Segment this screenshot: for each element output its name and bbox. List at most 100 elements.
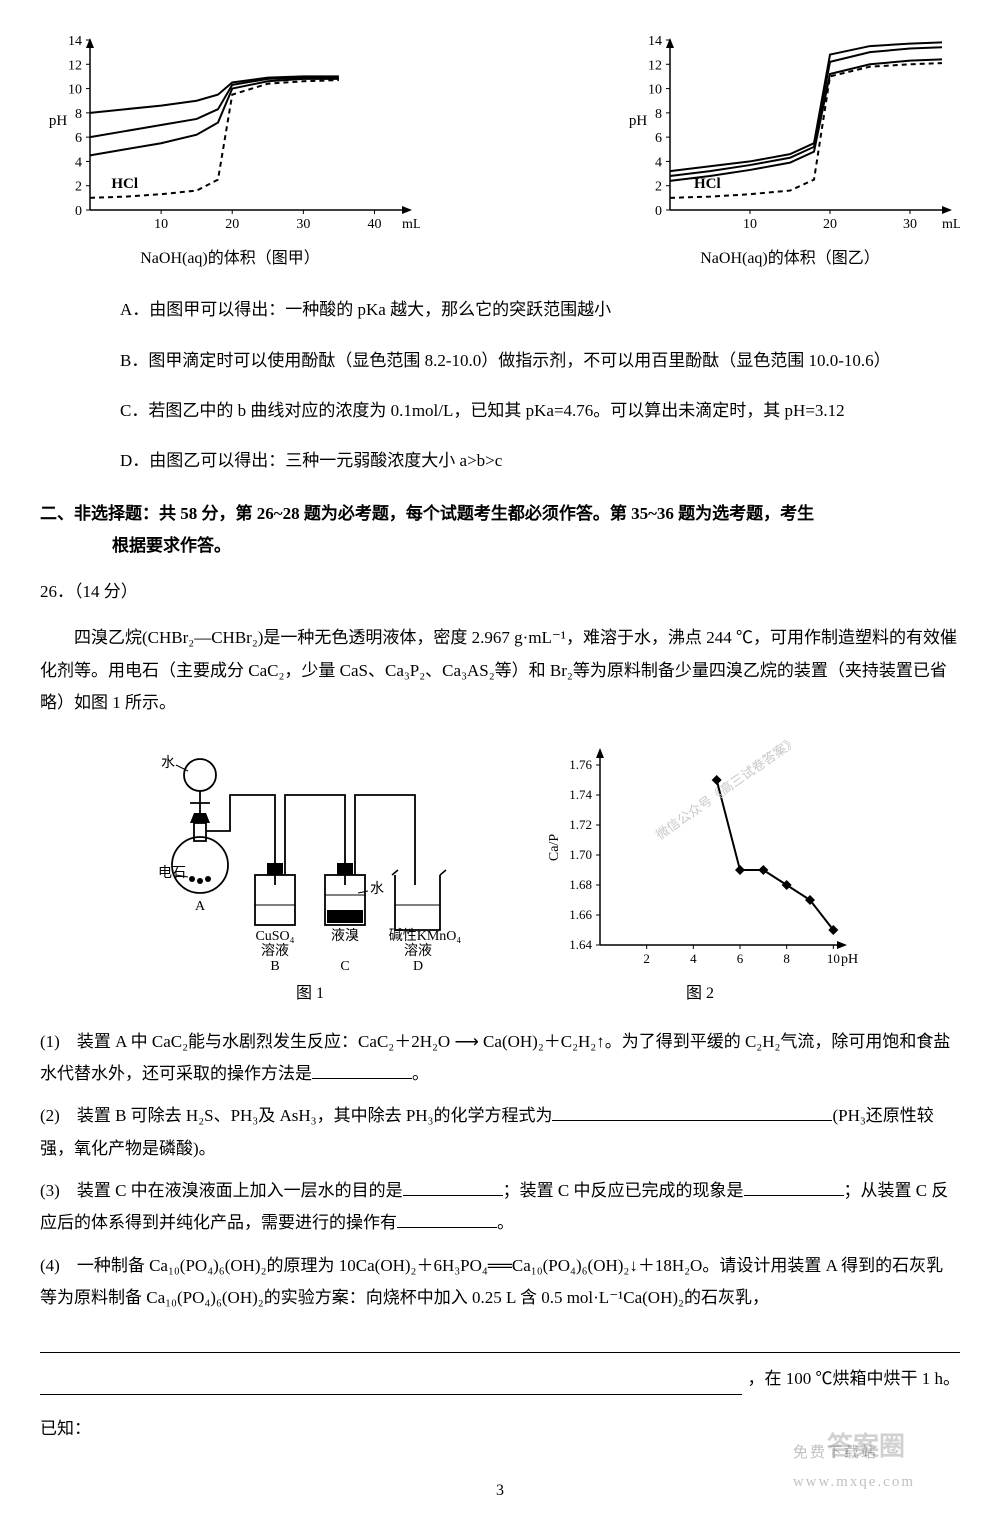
option-B: B．图甲滴定时可以使用酚酞（显色范围 8.2-10.0）做指示剂，不可以用百里酚… xyxy=(120,345,960,377)
watermark-site: 免费下载站 www.mxqe.com xyxy=(793,1439,915,1496)
fig1-col: 水电石ACuSO₄溶液B液溴C水碱性KMnO₄溶液D 图 1 xyxy=(140,735,480,1009)
option-list: A．由图甲可以得出：一种酸的 pKa 越大，那么它的突跃范围越小 B．图甲滴定时… xyxy=(40,294,960,477)
svg-text:pH: pH xyxy=(629,113,648,129)
svg-text:30: 30 xyxy=(296,217,310,232)
fig1-apparatus: 水电石ACuSO₄溶液B液溴C水碱性KMnO₄溶液D xyxy=(140,735,480,975)
svg-text:6: 6 xyxy=(737,951,744,966)
svg-text:0: 0 xyxy=(75,204,82,219)
svg-text:14: 14 xyxy=(68,34,82,49)
svg-text:6: 6 xyxy=(655,131,662,146)
svg-text:8: 8 xyxy=(783,951,790,966)
svg-text:2: 2 xyxy=(643,951,650,966)
svg-text:微信公众号《高三试卷答案》: 微信公众号《高三试卷答案》 xyxy=(653,735,800,842)
svg-text:12: 12 xyxy=(648,58,662,73)
svg-text:电石: 电石 xyxy=(158,865,186,881)
blank-2 xyxy=(552,1103,832,1121)
svg-text:0: 0 xyxy=(655,204,662,219)
q26-number: 26．（14 分） xyxy=(40,576,960,608)
q26-p3-d: 。 xyxy=(497,1213,514,1232)
svg-text:mL: mL xyxy=(402,217,420,232)
svg-text:10: 10 xyxy=(648,83,662,98)
chart1-caption: NaOH(aq)的体积（图甲） xyxy=(140,244,320,274)
fig2-col: 1.64 1.66 1.68 1.70 1.72 1.74 1.76 2 4 6 8 10pH Ca/P… xyxy=(540,735,860,1009)
svg-text:1.70: 1.70 xyxy=(569,847,592,862)
svg-text:2: 2 xyxy=(75,180,82,195)
svg-text:30: 30 xyxy=(903,217,917,232)
blank-3b xyxy=(744,1178,844,1196)
option-A: A．由图甲可以得出：一种酸的 pKa 越大，那么它的突跃范围越小 xyxy=(120,294,960,326)
q26-p4: (4) 一种制备 Ca₁₀(PO₄)₆(OH)₂的原理为 10Ca(OH)₂＋6… xyxy=(40,1250,960,1315)
svg-text:1.74: 1.74 xyxy=(569,787,592,802)
q26-p3: (3) 装置 C 中在液溴液面上加入一层水的目的是 ；装置 C 中反应已完成的现象… xyxy=(40,1175,960,1240)
svg-text:水: 水 xyxy=(161,755,175,771)
svg-text:B: B xyxy=(270,959,279,974)
section-2-heading-line1: 二、非选择题：共 58 分，第 26~28 题为必考题，每个试题考生都必须作答。… xyxy=(40,504,814,523)
chart1-svg: 0 2 4 6 8 10 12 14 10 20 30 40 pH mL HCl xyxy=(40,30,420,240)
q26-p1: (1) 装置 A 中 CaC₂能与水剧烈发生反应：CaC₂＋2H₂O ⟶ Ca(… xyxy=(40,1026,960,1091)
svg-text:碱性KMnO₄: 碱性KMnO₄ xyxy=(389,928,462,944)
option-D: D．由图乙可以得出：三种一元弱酸浓度大小 a>b>c xyxy=(120,445,960,477)
svg-text:pH: pH xyxy=(841,952,858,967)
svg-text:1.76: 1.76 xyxy=(569,757,592,772)
svg-text:D: D xyxy=(413,959,423,974)
chart1-box: 0 2 4 6 8 10 12 14 10 20 30 40 pH mL HCl NaOH(aq)的体积（图… xyxy=(40,30,420,274)
q26-p2-a: (2) 装置 B 可除去 H₂S、PH₃及 AsH₃，其中除去 PH₃的化学方程… xyxy=(40,1106,552,1125)
svg-text:10: 10 xyxy=(827,951,840,966)
svg-text:Ca/P: Ca/P xyxy=(547,834,562,861)
svg-text:10: 10 xyxy=(743,217,757,232)
q26-p4-tail-row: ，在 100 ℃烘箱中烘干 1 h。 xyxy=(40,1363,960,1395)
svg-text:10: 10 xyxy=(68,83,82,98)
q26-intro: 四溴乙烷(CHBr₂—CHBr₂)是一种无色透明液体，密度 2.967 g·mL… xyxy=(40,622,960,719)
svg-text:4: 4 xyxy=(655,155,662,170)
titration-charts-row: 0246810121410203040pHmLHCl NaOH(aq)的体积（图… xyxy=(40,30,960,274)
option-C: C．若图乙中的 b 曲线对应的浓度为 0.1mol/L，已知其 pKa=4.76… xyxy=(120,395,960,427)
q26-p1-b: 。 xyxy=(412,1064,429,1083)
svg-text:1.66: 1.66 xyxy=(569,907,592,922)
svg-text:20: 20 xyxy=(823,217,837,232)
blank-4-line2 xyxy=(40,1366,742,1395)
svg-text:A: A xyxy=(195,899,206,914)
svg-text:HCl: HCl xyxy=(111,176,138,192)
q26-p2: (2) 装置 B 可除去 H₂S、PH₃及 AsH₃，其中除去 PH₃的化学方程… xyxy=(40,1100,960,1165)
svg-text:12: 12 xyxy=(68,58,82,73)
svg-text:pH: pH xyxy=(49,113,68,129)
svg-text:8: 8 xyxy=(75,107,82,122)
svg-text:CuSO₄: CuSO₄ xyxy=(255,929,294,944)
svg-text:1.68: 1.68 xyxy=(569,877,592,892)
svg-text:C: C xyxy=(340,959,349,974)
svg-text:1.64: 1.64 xyxy=(569,937,592,952)
svg-text:8: 8 xyxy=(655,107,662,122)
section-2-heading: 二、非选择题：共 58 分，第 26~28 题为必考题，每个试题考生都必须作答。… xyxy=(40,498,960,563)
svg-text:HCl: HCl xyxy=(694,176,721,192)
svg-text:4: 4 xyxy=(75,155,82,170)
chart2-box: 02468101214102030pHmLHCl NaOH(aq)的体积（图乙） xyxy=(620,30,960,274)
svg-text:6: 6 xyxy=(75,131,82,146)
q26-p4-a: (4) 一种制备 Ca₁₀(PO₄)₆(OH)₂的原理为 10Ca(OH)₂＋6… xyxy=(40,1256,943,1307)
q26-p4-b: ，在 100 ℃烘箱中烘干 1 h。 xyxy=(748,1363,961,1395)
q26-p3-a: (3) 装置 C 中在液溴液面上加入一层水的目的是 xyxy=(40,1181,403,1200)
svg-text:液溴: 液溴 xyxy=(331,928,359,944)
svg-text:溶液: 溶液 xyxy=(261,943,289,959)
svg-text:mL: mL xyxy=(942,217,960,232)
q26-p3-b: ；装置 C 中反应已完成的现象是 xyxy=(503,1181,744,1200)
svg-text:水: 水 xyxy=(370,881,384,897)
blank-3c xyxy=(397,1210,497,1228)
svg-text:1.72: 1.72 xyxy=(569,817,592,832)
fig1-caption: 图 1 xyxy=(296,979,324,1009)
svg-text:4: 4 xyxy=(690,951,697,966)
svg-text:10: 10 xyxy=(154,217,168,232)
svg-text:溶液: 溶液 xyxy=(404,943,432,959)
svg-text:20: 20 xyxy=(225,217,239,232)
q26-figures-row: 水电石ACuSO₄溶液B液溴C水碱性KMnO₄溶液D 图 1 1.641.661… xyxy=(40,735,960,1009)
section-2-heading-line2: 根据要求作答。 xyxy=(40,530,960,562)
svg-text:40: 40 xyxy=(367,217,381,232)
chart2-svg: 02468101214102030pHmLHCl xyxy=(620,30,960,240)
q26-p1-a: (1) 装置 A 中 CaC₂能与水剧烈发生反应：CaC₂＋2H₂O ⟶ Ca(… xyxy=(40,1032,950,1083)
blank-1 xyxy=(312,1061,412,1079)
chart2-caption: NaOH(aq)的体积（图乙） xyxy=(700,244,880,274)
svg-text:2: 2 xyxy=(655,180,662,195)
fig2-caption: 图 2 xyxy=(686,979,714,1009)
blank-4-line1 xyxy=(40,1324,960,1353)
blank-3a xyxy=(403,1178,503,1196)
fig2-chart: 1.64 1.66 1.68 1.70 1.72 1.74 1.76 2 4 6 8 10pH Ca/P… xyxy=(540,735,860,975)
